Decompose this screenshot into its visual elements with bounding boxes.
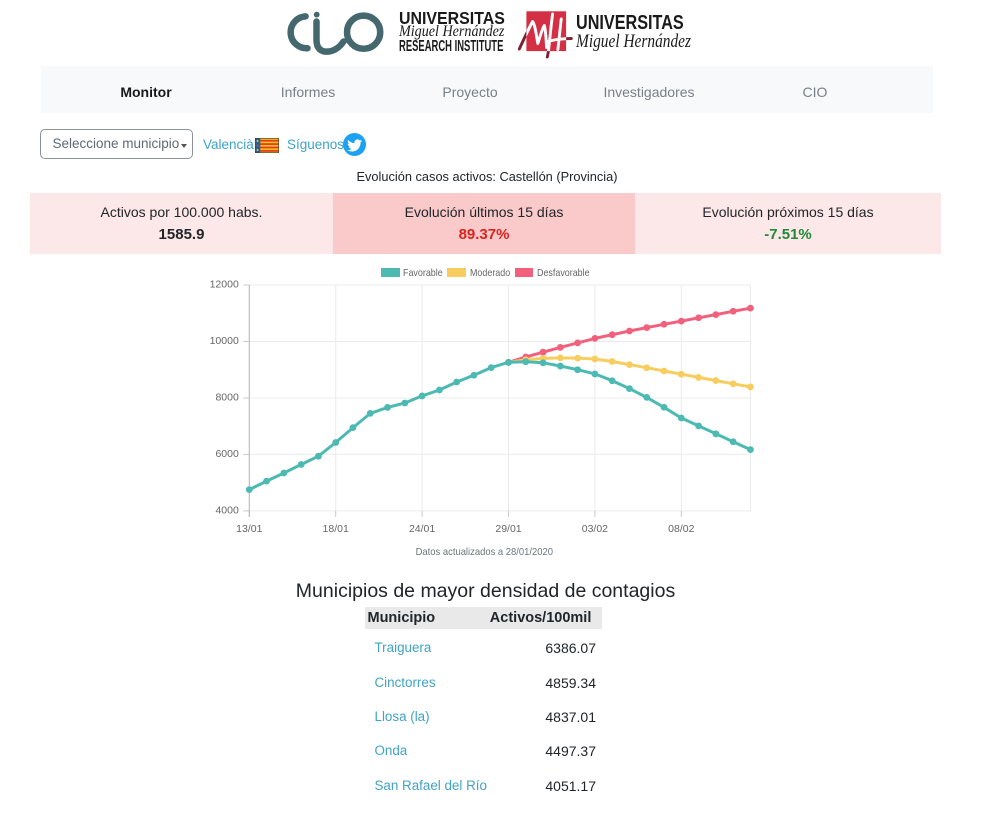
svg-text:6000: 6000 — [215, 448, 239, 460]
svg-text:12000: 12000 — [210, 278, 239, 290]
svg-text:13/01: 13/01 — [236, 523, 262, 535]
svg-text:08/02: 08/02 — [668, 523, 694, 535]
svg-text:24/01: 24/01 — [409, 523, 435, 535]
svg-text:8000: 8000 — [215, 391, 239, 403]
svg-text:03/02: 03/02 — [582, 523, 608, 535]
svg-text:10000: 10000 — [210, 335, 239, 347]
svg-text:Datos actualizados a 28/01/202: Datos actualizados a 28/01/2020 — [416, 547, 554, 559]
svg-text:29/01: 29/01 — [495, 523, 521, 535]
svg-text:18/01: 18/01 — [323, 523, 349, 535]
svg-text:4000: 4000 — [215, 504, 239, 516]
